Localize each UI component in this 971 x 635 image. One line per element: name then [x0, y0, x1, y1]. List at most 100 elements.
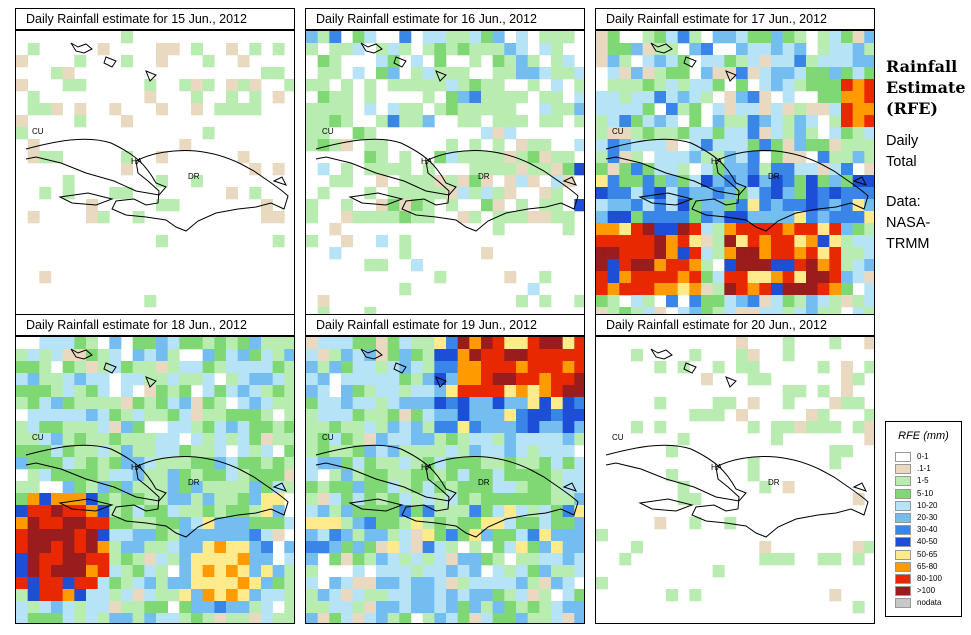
rainfall-cell	[364, 151, 377, 164]
rainfall-cell	[132, 529, 145, 542]
rainfall-cell	[97, 529, 110, 542]
rainfall-cell	[539, 271, 552, 284]
rainfall-cell	[527, 397, 540, 410]
rainfall-cell	[399, 31, 412, 44]
rainfall-cell	[27, 565, 40, 578]
rainfall-cell	[284, 433, 294, 446]
rainfall-cell	[62, 589, 75, 602]
country-label: HA	[131, 157, 143, 166]
rainfall-cell	[317, 517, 330, 530]
rainfall-cell	[132, 469, 145, 482]
rainfall-cell	[771, 421, 783, 434]
rainfall-cell	[121, 187, 133, 200]
rainfall-cell	[51, 397, 63, 410]
rainfall-cell	[434, 31, 447, 44]
rainfall-cell	[352, 601, 365, 614]
rainfall-cell	[504, 481, 517, 494]
rainfall-cell	[864, 43, 874, 56]
rainfall-cell	[759, 127, 772, 140]
country-label: CU	[32, 127, 44, 136]
rainfall-cell	[841, 163, 853, 176]
rainfall-cell	[27, 211, 40, 224]
rainfall-cell	[202, 589, 215, 602]
rainfall-cell	[457, 187, 470, 200]
rainfall-cell	[701, 67, 713, 80]
rainfall-cell	[341, 199, 353, 212]
rainfall-cell	[86, 433, 98, 446]
rainfall-cell	[677, 247, 690, 260]
rainfall-cell	[16, 577, 28, 590]
rainfall-cell	[794, 283, 807, 296]
rainfall-cell	[74, 589, 87, 602]
rainfall-cell	[481, 493, 493, 506]
rainfall-cell	[516, 493, 528, 506]
legend-swatch	[895, 561, 911, 572]
coastline	[58, 192, 114, 206]
rainfall-cell	[306, 235, 318, 248]
rainfall-cell	[376, 529, 388, 542]
rainfall-cell	[596, 151, 608, 164]
rainfall-cell	[329, 613, 342, 623]
rainfall-cell	[109, 529, 122, 542]
rainfall-cell	[202, 613, 215, 623]
rainfall-cell	[202, 349, 215, 362]
rainfall-cell	[852, 115, 865, 128]
rainfall-cell	[771, 67, 783, 80]
rainfall-cell	[539, 103, 552, 116]
rainfall-cell	[272, 505, 285, 518]
rainfall-cell	[387, 517, 400, 530]
rainfall-cell	[574, 91, 584, 104]
rainfall-cell	[317, 601, 330, 614]
rainfall-cell	[387, 361, 400, 374]
rainfall-cell	[619, 175, 632, 188]
rainfall-cell	[841, 187, 853, 200]
rainfall-cell	[341, 517, 353, 530]
rainfall-cell	[504, 589, 517, 602]
rainfall-cell	[446, 397, 458, 410]
rainfall-cell	[539, 385, 552, 398]
rainfall-cell	[121, 457, 133, 470]
rainfall-cell	[631, 271, 643, 284]
rainfall-cell	[771, 115, 783, 128]
rainfall-cell	[829, 247, 842, 260]
rainfall-cell	[411, 421, 423, 434]
rainfall-cell	[422, 517, 435, 530]
rainfall-cell	[539, 151, 552, 164]
rainfall-cell	[782, 187, 795, 200]
panel-title-prefix: Daily Rainfall estimate for	[606, 318, 752, 332]
rainfall-cell	[132, 397, 145, 410]
country-label: CU	[612, 433, 624, 442]
rainfall-cell	[434, 601, 447, 614]
rainfall-cell	[516, 445, 528, 458]
rainfall-cell	[481, 31, 493, 44]
rainfall-cell	[306, 103, 318, 116]
rainfall-cell	[516, 505, 528, 518]
rainfall-cell	[156, 175, 168, 188]
rainfall-cell	[27, 385, 40, 398]
rainfall-cell	[226, 613, 238, 623]
rainfall-cell	[551, 565, 563, 578]
rainfall-cell	[492, 517, 505, 530]
rainfall-cell	[481, 397, 493, 410]
rainfall-cell	[771, 151, 783, 164]
rainfall-cell	[399, 211, 412, 224]
rainfall-cell	[747, 307, 760, 317]
rainfall-cell	[272, 517, 285, 530]
rainfall-cell	[364, 259, 377, 272]
rainfall-cell	[551, 553, 563, 566]
rainfall-cell	[97, 517, 110, 530]
country-label: DR	[478, 172, 490, 181]
panel-title-date: 16 Jun., 2012	[461, 12, 537, 26]
rainfall-cell	[434, 79, 447, 92]
rainfall-cell	[562, 505, 575, 518]
rainfall-cell	[642, 139, 655, 152]
rainfall-cell	[596, 175, 608, 188]
rainfall-cell	[132, 421, 145, 434]
rainfall-cell	[27, 541, 40, 554]
rainfall-cell	[504, 271, 517, 284]
rainfall-cell	[376, 55, 388, 68]
rainfall-cell	[829, 187, 842, 200]
rainfall-cell	[97, 505, 110, 518]
rainfall-cell	[74, 553, 87, 566]
rainfall-cell	[724, 259, 737, 272]
